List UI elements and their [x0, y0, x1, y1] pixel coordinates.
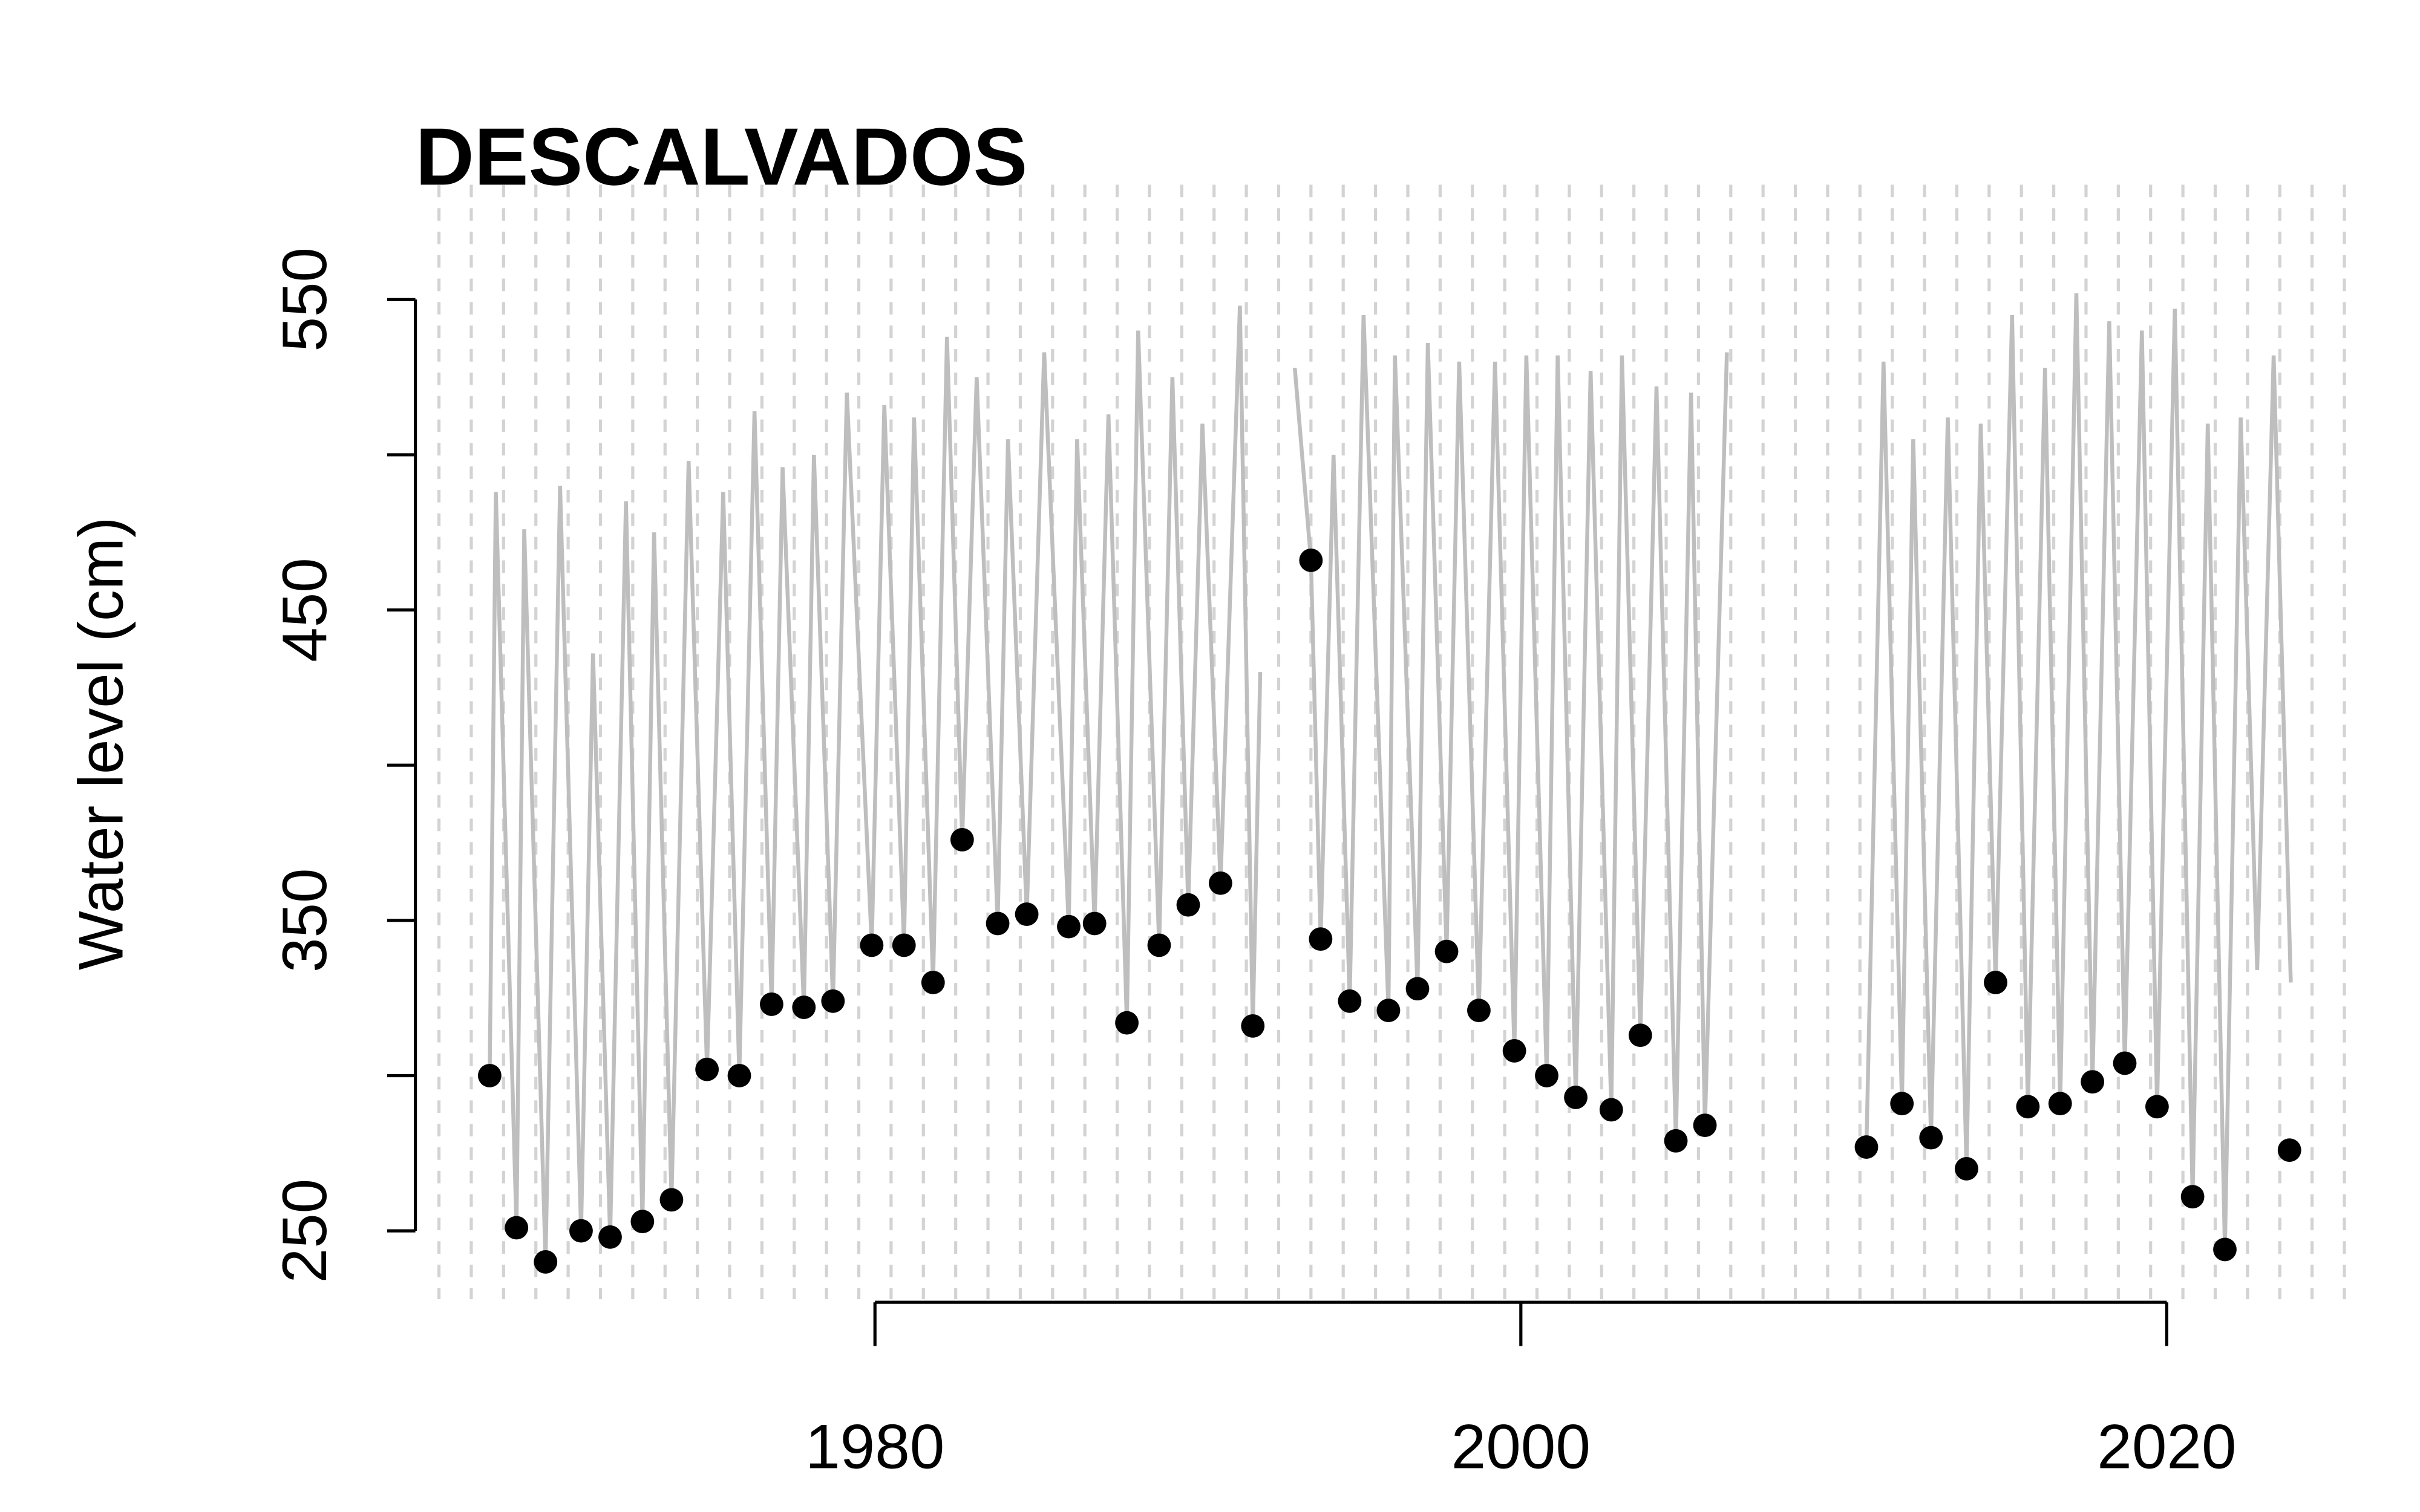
- annual-minimum-point: [1208, 871, 1232, 895]
- annual-minimum-point: [1115, 1011, 1139, 1035]
- annual-minimum-point: [1015, 902, 1039, 926]
- annual-minimum-point: [2277, 1138, 2301, 1162]
- chart-title: DESCALVADOS: [416, 111, 1028, 202]
- y-tick-label: 250: [269, 1179, 339, 1283]
- annual-minimum-point: [2180, 1185, 2205, 1209]
- annual-minimum-point: [1599, 1098, 1623, 1122]
- annual-minimum-point: [1467, 999, 1491, 1023]
- water-level-line: [1864, 293, 2293, 1250]
- annual-minimum-point: [1890, 1092, 1914, 1116]
- annual-minimum-point: [1405, 977, 1430, 1001]
- water-level-line: [488, 305, 1263, 1262]
- annual-minimum-point: [1955, 1157, 1978, 1181]
- annual-minimum-point: [1535, 1064, 1558, 1087]
- x-tick-label: 2020: [2097, 1412, 2236, 1482]
- annual-minimum-point: [1984, 971, 2007, 994]
- annual-minimum-point: [598, 1225, 622, 1249]
- annual-minimum-point: [986, 911, 1010, 936]
- annual-minimum-point: [534, 1250, 558, 1274]
- annual-minimum-point: [505, 1216, 529, 1240]
- annual-minimum-point: [892, 933, 916, 957]
- annual-minimum-point: [630, 1210, 655, 1234]
- annual-minimum-point: [1502, 1039, 1526, 1063]
- annual-minimum-point: [2081, 1070, 2105, 1094]
- y-axis-label: Water level (cm): [66, 517, 136, 970]
- annual-minimum-point: [1919, 1126, 1943, 1150]
- annual-minimum-point: [950, 827, 974, 852]
- annual-minimum-point: [821, 989, 845, 1013]
- annual-minimum-point: [569, 1219, 593, 1243]
- y-tick-label: 550: [269, 247, 339, 352]
- annual-minimum-point: [1082, 911, 1107, 936]
- annual-minimum-point: [1176, 893, 1200, 917]
- annual-minimum-point: [1309, 927, 1333, 951]
- annual-minimum-point: [1057, 914, 1081, 939]
- annual-minimum-point: [1628, 1023, 1652, 1048]
- annual-minimum-point: [1564, 1085, 1588, 1109]
- annual-minimum-point: [1854, 1135, 1879, 1159]
- annual-minimum-point: [921, 971, 945, 994]
- annual-minimum-point: [792, 996, 816, 1019]
- x-tick-label: 1980: [805, 1412, 944, 1482]
- annual-minimum-point: [759, 992, 783, 1016]
- annual-minimum-point: [1693, 1113, 1717, 1138]
- annual-minimum-point: [695, 1057, 719, 1081]
- annual-minimum-point: [1241, 1014, 1265, 1038]
- annual-minimum-point: [1147, 933, 1171, 957]
- y-tick-label: 350: [269, 868, 339, 973]
- annual-minimum-point: [1299, 549, 1323, 572]
- annual-minimum-point: [1664, 1129, 1688, 1153]
- annual-minimum-point: [860, 933, 884, 957]
- annual-minimum-point: [1376, 999, 1401, 1023]
- annual-minimum-point: [2145, 1095, 2169, 1119]
- annual-minimum-point: [2016, 1095, 2040, 1119]
- x-tick-label: 2000: [1451, 1412, 1591, 1482]
- y-tick-label: 450: [269, 558, 339, 662]
- annual-minimum-point: [659, 1188, 684, 1212]
- water-level-line: [1292, 314, 1729, 1141]
- annual-minimum-point: [727, 1064, 751, 1087]
- annual-minimum-point: [1434, 939, 1459, 963]
- annual-minimum-point: [477, 1064, 502, 1087]
- annual-minimum-point: [2213, 1237, 2237, 1262]
- annual-minimum-point: [2048, 1092, 2072, 1116]
- annual-minimum-point: [1338, 989, 1362, 1013]
- annual-minimum-point: [2113, 1051, 2137, 1075]
